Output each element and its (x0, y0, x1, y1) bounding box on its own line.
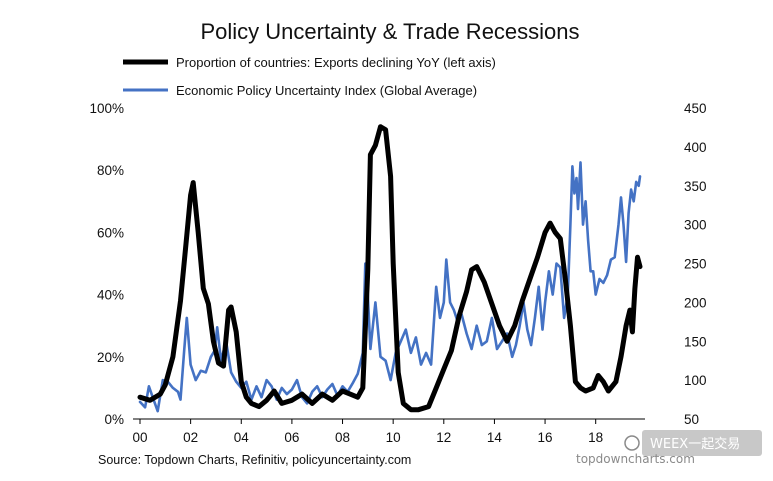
x-tick-label: 10 (386, 430, 401, 445)
right-tick-label: 400 (684, 140, 707, 155)
left-tick-label: 60% (97, 225, 124, 240)
x-tick-label: 14 (487, 430, 503, 445)
right-tick-label: 350 (684, 179, 707, 194)
series-line-exports-declining (137, 124, 643, 413)
right-tick-label: 150 (684, 334, 707, 349)
chart-title: Policy Uncertainty & Trade Recessions (200, 19, 579, 44)
x-tick-label: 00 (132, 430, 147, 445)
x-tick-label: 02 (183, 430, 198, 445)
left-tick-label: 80% (97, 163, 124, 178)
x-tick-label: 18 (588, 430, 603, 445)
legend-label-exports: Proportion of countries: Exports declini… (176, 55, 496, 70)
legend: Proportion of countries: Exports declini… (123, 55, 496, 98)
plot-area (137, 124, 643, 413)
x-tick-label: 04 (234, 430, 250, 445)
right-tick-label: 50 (684, 412, 699, 427)
x-tick-label: 08 (335, 430, 350, 445)
legend-label-epu: Economic Policy Uncertainty Index (Globa… (176, 83, 477, 98)
right-tick-label: 200 (684, 295, 707, 310)
watermark-site: topdowncharts.com (576, 452, 695, 466)
left-tick-label: 100% (89, 101, 124, 116)
right-tick-label: 300 (684, 218, 707, 233)
watermark-brand: WEEX一起交易 (650, 436, 740, 452)
watermark: WEEX一起交易 topdowncharts.com (576, 430, 762, 466)
watermark-bg (642, 430, 762, 456)
left-axis-ticks: 0% 20% 40% 60% 80% 100% (89, 101, 124, 427)
left-tick-label: 40% (97, 288, 124, 303)
x-tick-label: 16 (538, 430, 553, 445)
right-tick-label: 450 (684, 101, 707, 116)
x-axis-ticks: 00 02 04 06 08 10 12 14 16 18 (132, 419, 603, 445)
left-tick-label: 20% (97, 350, 124, 365)
series-line-policy-uncertainty (138, 161, 642, 413)
right-tick-label: 100 (684, 373, 707, 388)
right-tick-label: 250 (684, 257, 707, 272)
left-tick-label: 0% (104, 412, 124, 427)
x-tick-label: 06 (284, 430, 299, 445)
source-note: Source: Topdown Charts, Refinitiv, polic… (98, 453, 411, 467)
wechat-icon (624, 435, 640, 451)
right-axis-ticks: 50 100 150 200 250 300 350 400 450 (684, 101, 707, 427)
x-tick-label: 12 (436, 430, 451, 445)
